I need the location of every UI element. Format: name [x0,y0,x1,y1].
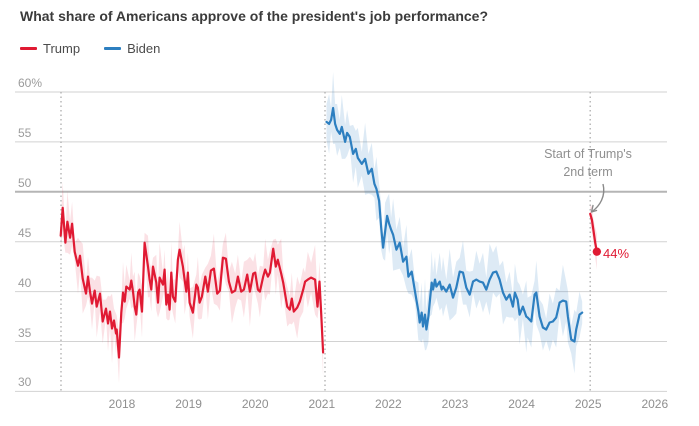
trump-line [59,206,325,359]
chart-title: What share of Americans approve of the p… [20,8,489,24]
y-tick-label-30: 30 [18,375,32,390]
trump-2nd-term-line [589,212,598,253]
x-tick-label-2019: 2019 [175,397,202,411]
annotation-line1: Start of Trump's [544,147,632,161]
legend-item-trump: Trump [20,41,80,56]
x-tick-label-2018: 2018 [108,397,136,411]
annotation-arrowhead [590,204,598,213]
x-tick-label-2022: 2022 [375,397,402,411]
latest-approval-label: 44% [603,246,630,261]
biden-line [325,106,584,343]
annotation-line2: 2nd term [563,164,613,179]
chart-legend: Trump Biden [20,41,160,56]
current-value-dot [592,247,602,256]
x-tick-label-2026: 2026 [641,397,669,411]
x-tick-label-2021: 2021 [308,397,336,411]
annotation-trump-2nd-term: Start of Trump's 2nd term [508,146,668,181]
y-tick-label-35: 35 [18,325,32,340]
y-tick-label-55: 55 [18,125,32,140]
y-tick-label-60: 60% [18,76,43,90]
x-tick-label-2020: 2020 [241,397,269,411]
confidence-band-1 [326,72,583,374]
legend-label-trump: Trump [43,41,81,56]
confidence-band-0 [60,181,324,384]
y-tick-label-40: 40 [18,275,32,290]
y-tick-label-45: 45 [18,225,32,240]
x-tick-label-2023: 2023 [441,397,469,411]
trump-line-swatch [20,47,37,50]
biden-line-swatch [104,47,122,50]
legend-item-biden: Biden [104,41,160,56]
annotation-arrow [591,183,605,213]
x-tick-label-2025: 2025 [574,397,602,411]
y-tick-label-50: 50 [18,175,32,190]
legend-label-biden: Biden [127,41,161,56]
x-tick-label-2024: 2024 [508,397,535,411]
